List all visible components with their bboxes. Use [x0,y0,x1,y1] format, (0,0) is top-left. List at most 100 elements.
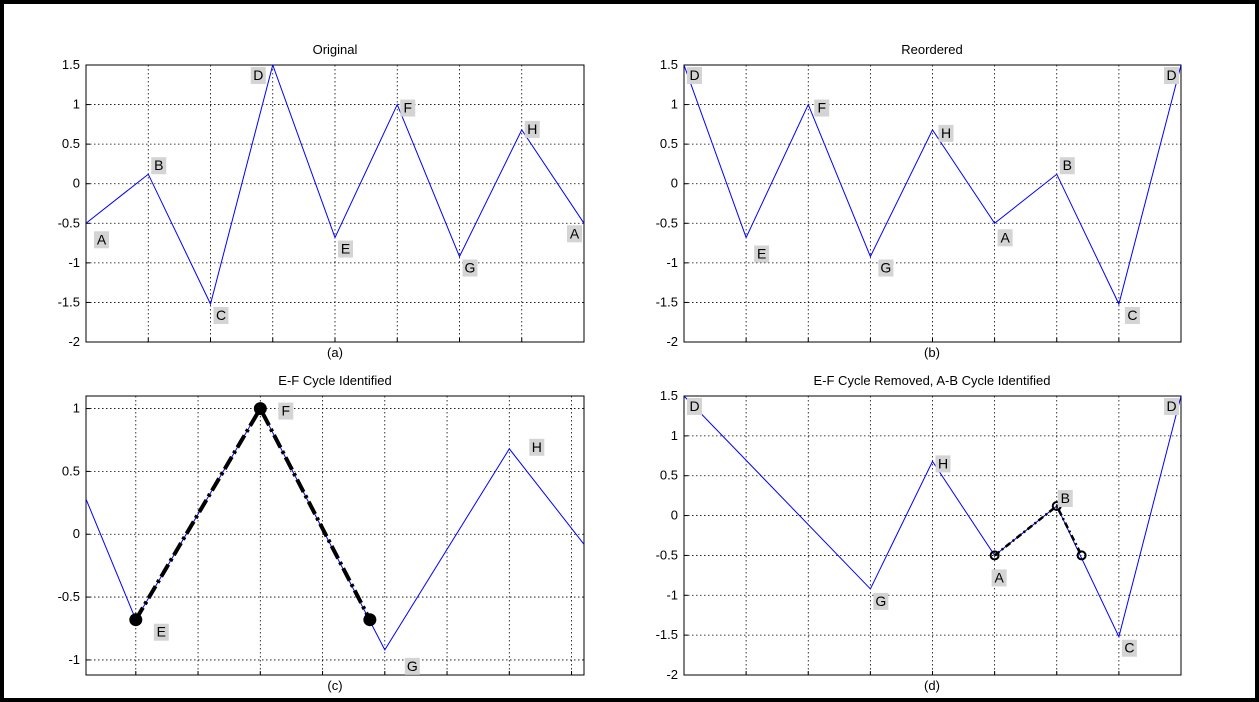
panel-b-ytick-label-0: -2 [666,334,678,349]
panel-d-point-label-box-0 [687,398,702,415]
panel-d-point-label-box-2 [935,455,951,473]
panel-a-ytick-label-7: 1.5 [62,57,80,72]
panel-b-point-label-3: G [880,260,891,276]
panel-b-point-label-box-1 [754,245,770,263]
panel-a-point-label-0: A [97,231,107,247]
panel-a-point-label-box-0 [94,231,109,249]
panel-b-point-label-box-0 [687,67,702,84]
panel-a-point-label-1: B [154,157,163,173]
panel-b-point-label-box-7 [1124,307,1140,325]
panel-a-point-label-box-6 [462,259,478,277]
panel-b-point-label-1: E [757,246,766,262]
panel-c-point-label-box-2 [404,657,420,675]
panel-d-point-label-3: A [994,569,1004,585]
panel-b: Reordered (b) -2 -1.5 -1 -0.5 0 0.5 1 1.5 D E F G H A… [656,42,1182,360]
panel-c-cycle-line [134,404,372,621]
panel-b-ytick-label-5: 0.5 [660,136,678,151]
panel-c-ytick-label-0: -1 [68,652,80,667]
panel-c-point-label-2: G [407,658,418,674]
panel-a-caption: (a) [327,345,343,360]
panel-d-ytick-label-6: 1 [671,428,678,443]
panel-d-point-label-1: G [875,593,886,609]
panel-b-point-label-box-2 [814,99,830,117]
panel-b-ytick-label-3: -0.5 [656,215,678,230]
panel-b-series-line [684,65,1181,306]
panel-d-axes [683,395,1182,676]
panel-c-point-label-0: E [157,624,166,640]
panel-d-title: E-F Cycle Removed, A-B Cycle Identified [814,373,1051,388]
panel-d-point-label-box-4 [1057,490,1073,508]
panel-c-axes [85,395,585,676]
panel-a-point-label-box-5 [400,99,416,117]
panel-b-point-label-box-3 [878,259,894,277]
panel-d-point-label-0: D [689,398,699,414]
panel-a-ytick-label-4: 0 [73,176,80,191]
panel-a-point-label-box-7 [524,120,540,138]
panel-a-point-label-box-8 [567,225,582,243]
panel-b-ytick-label-4: 0 [671,176,678,191]
panel-a-axes [85,64,585,343]
panel-d-ytick-label-1: -1.5 [656,627,678,642]
panel-a-point-label-box-4 [338,240,353,258]
panel-b-ytick-label-1: -1.5 [656,294,678,309]
panel-b-point-label-box-8 [1164,67,1179,84]
panel-a-point-label-8: A [570,225,580,241]
panel-a-ytick-label-6: 1 [73,97,80,112]
panel-c-ytick-label-3: 0.5 [62,463,80,478]
panel-c-point-label-1: F [282,403,291,419]
panel-b-axes [683,64,1182,343]
panel-a: Original (a) -2 -1.5 -1 -0.5 0 0.5 1 1.5 A B C D E F G… [58,42,585,360]
panel-c-title: E-F Cycle Identified [278,373,391,388]
panel-d-ytick-label-4: 0 [671,508,678,523]
panel-d-cycle-marker-0 [989,550,1000,561]
panel-a-point-label-7: H [527,121,537,137]
panel-c-ytick-label-2: 0 [73,526,80,541]
panel-d-ytick-label-0: -2 [666,667,678,682]
panel-c-ytick-label-1: -0.5 [58,589,80,604]
panel-a-title: Original [313,42,358,57]
panel-a-ytick-label-2: -1 [68,255,80,270]
panel-b-ytick-label-2: -1 [666,255,678,270]
panel-a-point-label-6: G [465,260,476,276]
panel-b-point-label-2: F [817,100,826,116]
panel-b-point-label-5: A [1000,229,1010,245]
panel-d: E-F Cycle Removed, A-B Cycle Identified … [656,373,1182,693]
panel-d-point-label-4: B [1061,490,1070,506]
panel-d-point-label-5: C [1124,640,1134,656]
panel-d-ytick-label-5: 0.5 [660,468,678,483]
panel-a-point-label-box-3 [250,67,266,84]
panel-a-point-label-2: C [216,307,226,323]
panel-a-point-label-box-1 [151,157,167,175]
panel-a-ytick-label-3: -0.5 [58,215,80,230]
panel-c-point-label-box-3 [529,438,545,456]
panel-c: E-F Cycle Identified (c) -1 -0.5 0 0.5 1 E F G H [58,373,585,693]
panel-d-ytick-label-3: -0.5 [656,547,678,562]
panel-d-cycle-marker-2 [1076,550,1087,561]
panel-a-ytick-label-5: 0.5 [62,136,80,151]
panel-b-ytick-label-7: 1.5 [660,57,678,72]
panel-d-ytick-label-2: -1 [666,587,678,602]
panel-d-cycle-line [993,504,1083,557]
panel-c-cycle-marker-1 [253,402,267,416]
panel-a-point-label-3: D [253,67,263,83]
panel-b-ytick-label-6: 1 [671,97,678,112]
panel-b-point-label-4: H [941,125,951,141]
panel-c-cycle-marker-2 [363,613,377,627]
panel-a-point-label-5: F [403,100,412,116]
panel-b-point-label-6: B [1063,157,1072,173]
panel-c-ytick-label-4: 1 [73,401,80,416]
panel-b-point-label-box-6 [1059,157,1075,175]
panel-d-caption: (d) [924,678,940,693]
panel-c-point-label-box-1 [278,402,294,420]
panel-b-point-label-8: D [1166,67,1176,83]
panel-d-point-label-box-6 [1164,398,1179,415]
panel-b-point-label-box-4 [938,124,954,142]
panel-b-point-label-0: D [689,67,699,83]
panel-a-point-label-box-2 [213,307,229,325]
panel-d-point-label-box-1 [873,592,889,610]
panel-d-point-label-box-3 [991,569,1007,587]
panel-c-caption: (c) [327,678,342,693]
panel-c-point-label-box-0 [153,623,169,641]
